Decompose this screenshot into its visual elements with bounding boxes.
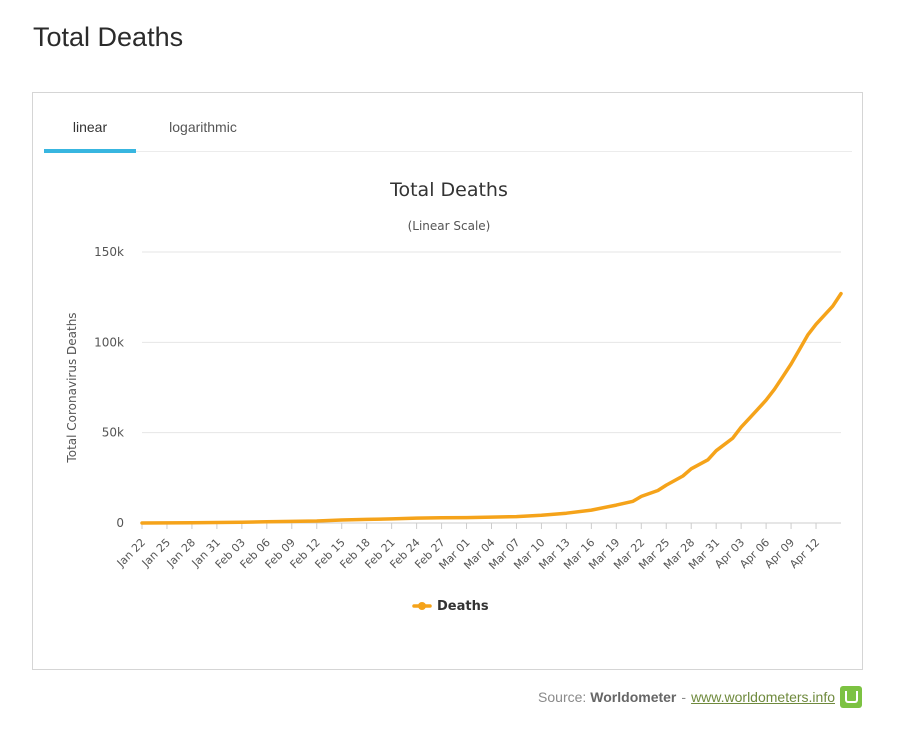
tab-logarithmic[interactable]: logarithmic [169,119,237,135]
chart-panel: linear logarithmic Total Deaths (Linear S… [32,92,863,670]
series-line-deaths [140,291,843,525]
y-tick-label: 150k [94,245,124,259]
chart-subtitle: (Linear Scale) [408,219,491,233]
chart-title: Total Deaths [389,179,508,201]
y-axis-title: Total Coronavirus Deaths [65,312,79,463]
tab-linear[interactable]: linear [72,119,108,135]
source-prefix: Source: [538,689,587,705]
y-tick-label: 0 [116,516,124,530]
active-tab-indicator [44,149,136,153]
source-credit: Source: Worldometer - www.worldometers.i… [538,686,862,708]
source-link[interactable]: www.worldometers.info [691,689,835,705]
worldometer-logo-icon[interactable] [840,686,862,708]
y-tick-label: 50k [102,426,124,440]
scale-tabs: linear logarithmic [44,93,852,153]
source-separator: - [681,689,687,705]
legend-marker [418,602,426,610]
deaths-chart: Total Deaths (Linear Scale) 0 50k 100k 150k To… [65,179,843,614]
legend-label-deaths: Deaths [437,599,489,614]
y-tick-label: 100k [94,335,124,349]
source-name: Worldometer [590,689,677,705]
page-title: Total Deaths [33,22,184,52]
